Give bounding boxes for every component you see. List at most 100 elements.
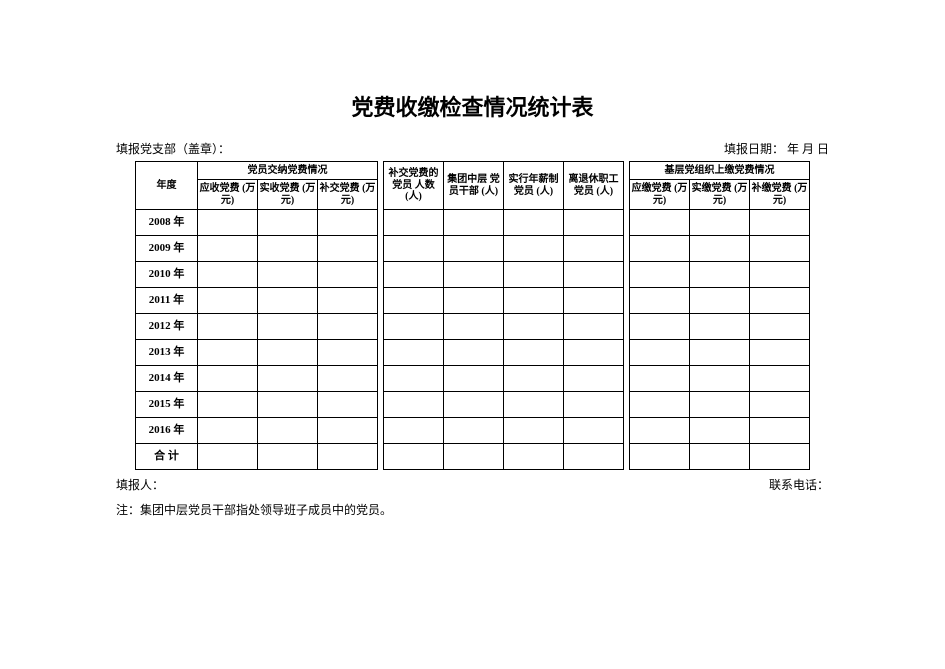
- year-cell: 2011 年: [136, 288, 198, 314]
- data-cell: [318, 366, 378, 392]
- data-cell: [690, 340, 750, 366]
- th-mid1: 补交党费的党员 人数 (人): [384, 162, 444, 210]
- data-cell: [564, 262, 624, 288]
- data-cell: [198, 340, 258, 366]
- data-cell: [630, 418, 690, 444]
- data-cell: [258, 210, 318, 236]
- th-year: 年度: [136, 162, 198, 210]
- data-cell: [690, 262, 750, 288]
- data-cell: [690, 366, 750, 392]
- data-cell: [318, 236, 378, 262]
- table-row: 2014 年: [136, 366, 810, 392]
- th-group2: 基层党组织上缴党费情况: [630, 162, 810, 180]
- th-g2c1: 应缴党费 (万元): [630, 180, 690, 210]
- data-cell: [444, 262, 504, 288]
- phone-label: 联系电话：: [769, 476, 829, 493]
- data-cell: [444, 314, 504, 340]
- data-cell: [258, 444, 318, 470]
- data-cell: [318, 314, 378, 340]
- page-title: 党费收缴检查情况统计表: [60, 90, 885, 122]
- data-cell: [690, 314, 750, 340]
- reporter-label: 填报人：: [116, 476, 164, 493]
- table-row: 2011 年: [136, 288, 810, 314]
- data-cell: [444, 210, 504, 236]
- data-cell: [750, 314, 810, 340]
- data-cell: [564, 418, 624, 444]
- year-cell: 2012 年: [136, 314, 198, 340]
- data-cell: [258, 392, 318, 418]
- data-cell: [630, 340, 690, 366]
- data-cell: [564, 288, 624, 314]
- table-row: 2016 年: [136, 418, 810, 444]
- data-cell: [258, 288, 318, 314]
- data-cell: [384, 392, 444, 418]
- data-cell: [318, 340, 378, 366]
- data-cell: [384, 314, 444, 340]
- data-cell: [564, 444, 624, 470]
- data-cell: [318, 262, 378, 288]
- data-cell: [198, 314, 258, 340]
- data-cell: [504, 210, 564, 236]
- th-g2c3: 补缴党费 (万元): [750, 180, 810, 210]
- data-cell: [564, 210, 624, 236]
- data-cell: [690, 418, 750, 444]
- data-cell: [750, 262, 810, 288]
- data-cell: [630, 444, 690, 470]
- data-cell: [384, 340, 444, 366]
- data-cell: [750, 444, 810, 470]
- data-cell: [198, 210, 258, 236]
- data-cell: [750, 288, 810, 314]
- data-cell: [198, 262, 258, 288]
- date-label: 填报日期： 年 月 日: [724, 140, 829, 157]
- data-cell: [198, 236, 258, 262]
- data-cell: [384, 444, 444, 470]
- year-cell: 2015 年: [136, 392, 198, 418]
- footer-row: 填报人： 联系电话：: [116, 476, 829, 493]
- data-cell: [690, 392, 750, 418]
- data-cell: [384, 262, 444, 288]
- data-cell: [444, 340, 504, 366]
- table-row: 2012 年: [136, 314, 810, 340]
- table-row: 2015 年: [136, 392, 810, 418]
- data-cell: [384, 236, 444, 262]
- data-cell: [504, 314, 564, 340]
- data-cell: [504, 418, 564, 444]
- table-body: 2008 年2009 年2010 年2011 年2012 年2013 年2014…: [136, 210, 810, 470]
- data-cell: [318, 288, 378, 314]
- year-cell: 2014 年: [136, 366, 198, 392]
- data-cell: [384, 418, 444, 444]
- th-mid3: 实行年薪制党员 (人): [504, 162, 564, 210]
- branch-label: 填报党支部（盖章）：: [116, 140, 230, 157]
- data-cell: [630, 366, 690, 392]
- data-cell: [318, 444, 378, 470]
- data-cell: [750, 418, 810, 444]
- data-cell: [258, 236, 318, 262]
- data-cell: [630, 392, 690, 418]
- footnote: 注：集团中层党员干部指处领导班子成员中的党员。: [116, 501, 829, 518]
- data-cell: [690, 210, 750, 236]
- data-cell: [444, 418, 504, 444]
- data-cell: [444, 288, 504, 314]
- meta-row: 填报党支部（盖章）： 填报日期： 年 月 日: [116, 140, 829, 157]
- data-cell: [198, 288, 258, 314]
- year-cell: 合 计: [136, 444, 198, 470]
- data-cell: [384, 288, 444, 314]
- data-cell: [504, 236, 564, 262]
- th-g1c2: 实收党费 (万元): [258, 180, 318, 210]
- data-cell: [630, 262, 690, 288]
- data-cell: [564, 314, 624, 340]
- data-cell: [318, 210, 378, 236]
- th-group1: 党员交纳党费情况: [198, 162, 378, 180]
- data-cell: [630, 314, 690, 340]
- data-cell: [198, 366, 258, 392]
- data-cell: [504, 444, 564, 470]
- th-mid2: 集团中层 党员干部 (人): [444, 162, 504, 210]
- th-mid4: 离退休职工党员 (人): [564, 162, 624, 210]
- year-cell: 2016 年: [136, 418, 198, 444]
- table-row: 2010 年: [136, 262, 810, 288]
- data-cell: [258, 418, 318, 444]
- table-row: 2013 年: [136, 340, 810, 366]
- data-cell: [318, 418, 378, 444]
- data-cell: [564, 392, 624, 418]
- data-cell: [504, 288, 564, 314]
